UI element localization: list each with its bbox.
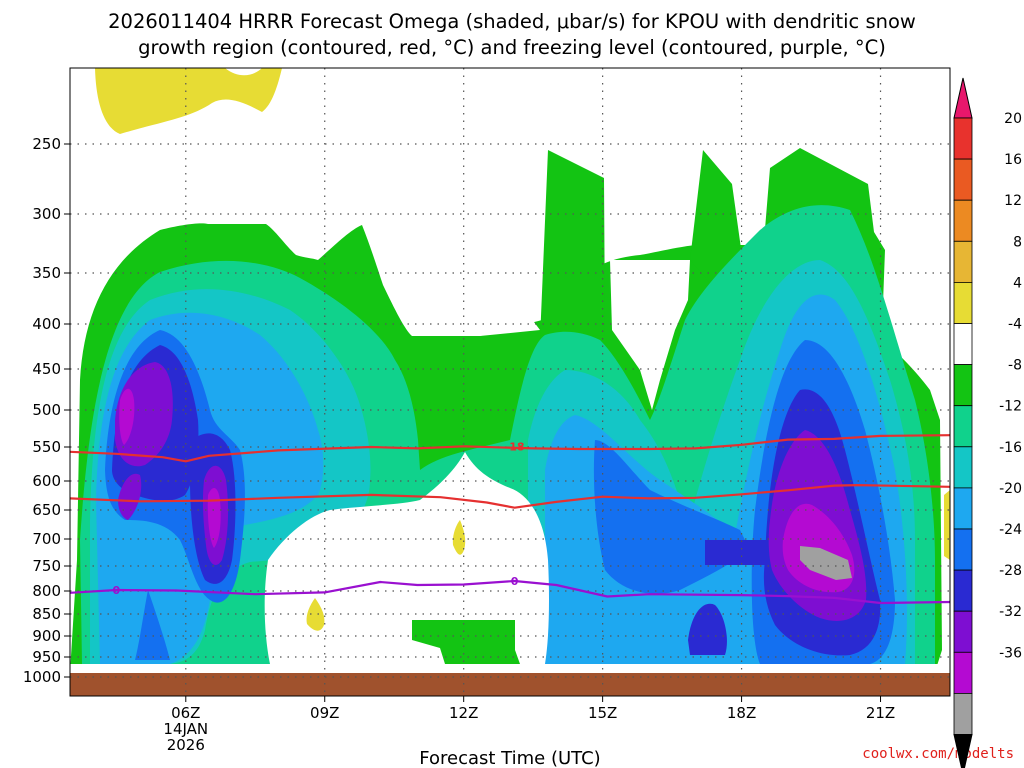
y-tick-label: 1000: [23, 668, 61, 686]
colorbar-segment: [953, 281, 973, 324]
omega-white-lower-left: [70, 664, 950, 672]
omega-shade-neg20: [105, 330, 895, 664]
plot-frame: [69, 67, 951, 697]
colorbar-tick-label: -32: [999, 604, 1022, 620]
colorbar-segment: [953, 158, 973, 201]
colorbar-tick-label: 20: [1004, 111, 1022, 127]
colorbar-segment: [953, 364, 973, 407]
plot-area: -18 0 0: [70, 68, 950, 696]
colorbar-tick-label: 4: [1013, 275, 1022, 291]
colorbar-bottom-arrow: [953, 734, 973, 768]
colorbar-segment: [953, 651, 973, 694]
colorbar-tick-label: -36: [999, 645, 1022, 661]
omega-shade-pos4-topleft: [95, 68, 282, 134]
omega-shade-pos4-islet-09z: [306, 598, 325, 631]
colorbar-top-arrow: [953, 77, 973, 119]
y-tick-label: 400: [32, 315, 61, 333]
y-axis: 250 300 350 400 450 500 550 600 650 700 750 800 850 9…: [23, 135, 70, 686]
omega-white-lower-mid: [264, 452, 549, 664]
y-tick-label: 650: [32, 501, 61, 519]
colorbar-tick-label: -24: [999, 522, 1022, 538]
x-tick-label: 18Z: [727, 704, 756, 722]
colorbar-tick-label: -8: [1008, 358, 1022, 374]
y-tick-label: 250: [32, 135, 61, 153]
omega-shade-pos4-islet-12z: [452, 520, 466, 555]
x-tick-date: 14JAN: [163, 720, 208, 738]
colorbar-segment: [953, 610, 973, 653]
y-tick-label: 550: [32, 438, 61, 456]
contour-dgz-lower: [70, 484, 950, 509]
y-tick-label: 450: [32, 360, 61, 378]
y-tick-label: 950: [32, 648, 61, 666]
y-tick-label: 850: [32, 605, 61, 623]
colorbar-segment: [953, 240, 973, 283]
omega-shade-neg4-islet-12z: [412, 620, 520, 664]
colorbar-segment: [953, 528, 973, 571]
colorbar-tick-label: -4: [1008, 317, 1022, 333]
omega-shade-neg24: [112, 345, 881, 656]
colorbar: 20 16 12 8 4 -4 -8 -12 -16 -20 -24 -28 -32 -36: [953, 77, 1022, 768]
y-tick-label: 800: [32, 582, 61, 600]
y-tick-label: 700: [32, 530, 61, 548]
chart-title-line-2: growth region (contoured, red, °C) and f…: [138, 36, 886, 59]
colorbar-segment: [953, 405, 973, 448]
contour-label: 0: [511, 575, 519, 588]
colorbar-segment: [953, 323, 973, 365]
chart-title-line-1: 2026011404 HRRR Forecast Omega (shaded, …: [108, 10, 916, 33]
omega-shade-pos4-edge-right: [944, 490, 950, 560]
colorbar-tick-label: -20: [999, 481, 1022, 497]
colorbar-tick-label: -16: [999, 440, 1022, 456]
omega-notch-white-11z: [412, 300, 540, 336]
x-tick-label: 15Z: [588, 704, 617, 722]
x-tick-label: 06Z: [171, 704, 200, 722]
contour-lines: -18 0 0: [70, 434, 950, 605]
x-tick-label: 09Z: [310, 704, 339, 722]
omega-shade-neg36: [800, 546, 852, 580]
y-tick-label: 500: [32, 401, 61, 419]
colorbar-tick-label: 12: [1004, 193, 1022, 209]
omega-shade-neg28: [115, 362, 867, 621]
colorbar-tick-label: 16: [1004, 152, 1022, 168]
x-tick-label: 21Z: [866, 704, 895, 722]
contour-label: -18: [505, 440, 525, 453]
omega-notch-white-16z: [610, 260, 690, 410]
y-tick-label: 600: [32, 472, 61, 490]
colorbar-tick-label: -28: [999, 563, 1022, 579]
x-tick-year: 2026: [167, 736, 205, 754]
colorbar-segment: [953, 446, 973, 489]
y-tick-label: 750: [32, 557, 61, 575]
y-tick-label: 350: [32, 264, 61, 282]
contour-dgz-upper: [70, 434, 950, 463]
credit-text: coolwx.com/modelts: [862, 746, 1014, 762]
colorbar-segment: [953, 487, 973, 530]
colorbar-segment: [953, 569, 973, 612]
colorbar-segment: [953, 199, 973, 242]
colorbar-segment: [953, 117, 973, 160]
contour-label: 0: [112, 584, 120, 597]
contour-freezing-level: [70, 579, 950, 605]
x-axis-label: Forecast Time (UTC): [419, 748, 600, 768]
y-tick-label: 900: [32, 627, 61, 645]
colorbar-tick-label: -12: [999, 399, 1022, 415]
y-tick-label: 300: [32, 205, 61, 223]
colorbar-segment: [953, 693, 973, 735]
ground-below-surface: [70, 673, 950, 696]
x-tick-label: 12Z: [449, 704, 478, 722]
colorbar-tick-label: 8: [1013, 234, 1022, 250]
